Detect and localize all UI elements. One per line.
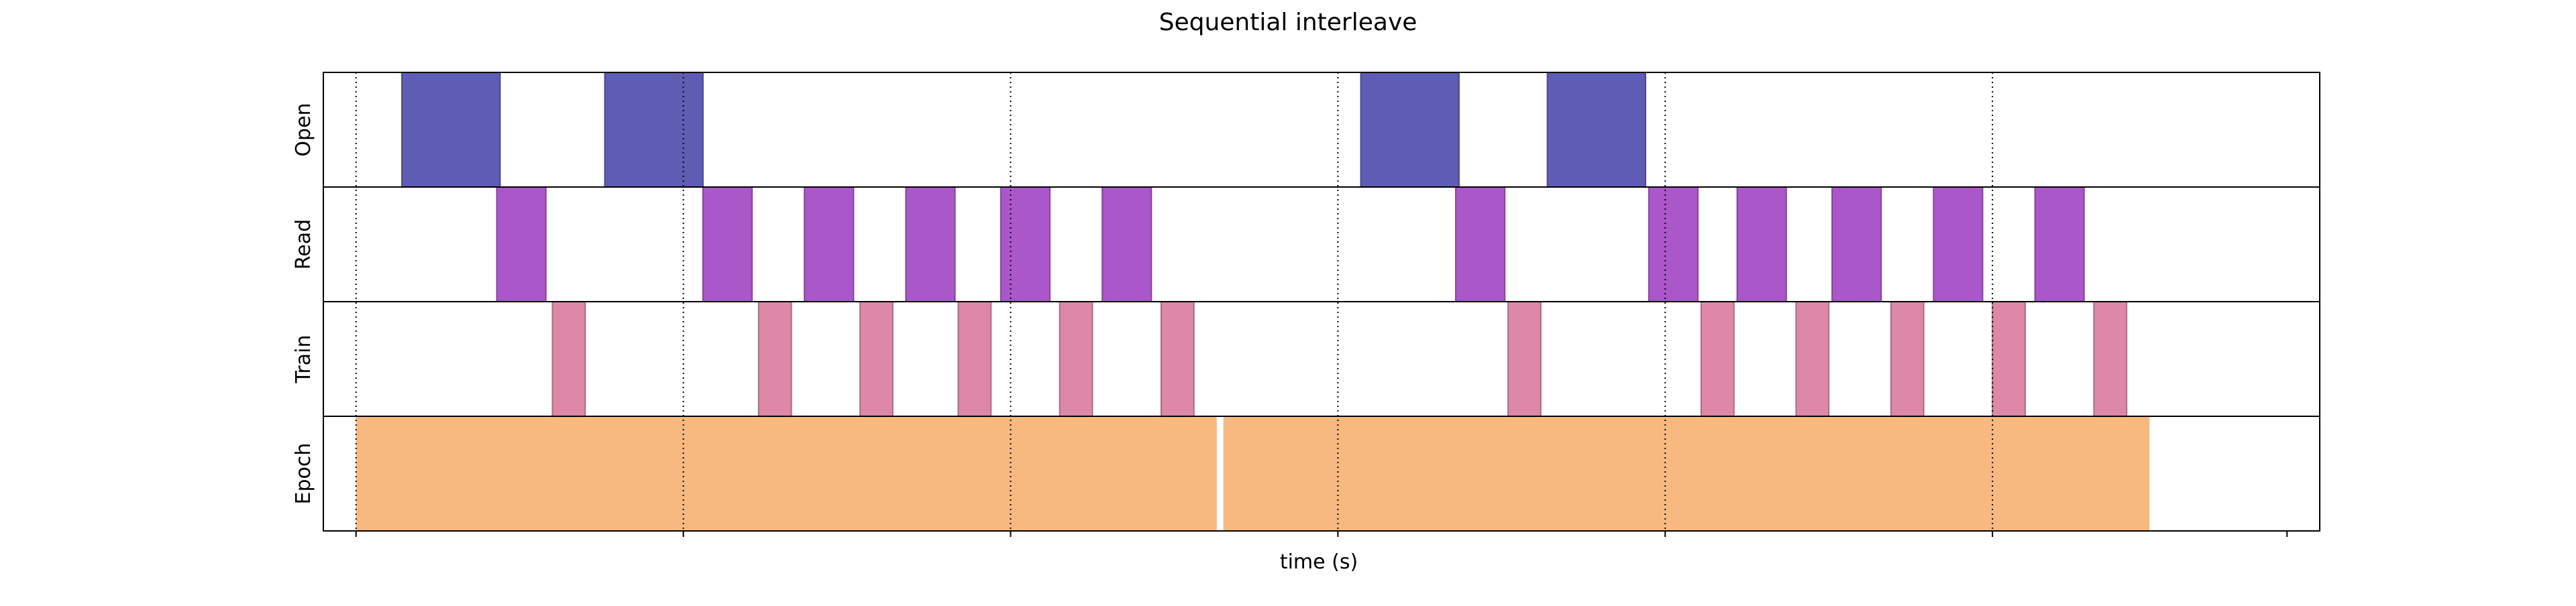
train-bar-9 [1890, 301, 1925, 417]
read-bar-6 [1455, 186, 1506, 302]
train-bar-11 [2093, 301, 2128, 417]
read-bar-5 [1102, 186, 1152, 302]
read-bar-0 [496, 186, 547, 302]
plot-area: Open Read Train Epoch [292, 72, 2320, 537]
read-bar-10 [1933, 186, 1984, 302]
read-bar-1 [702, 186, 753, 302]
row-label-train: Train [292, 335, 315, 384]
train-bar-3 [957, 301, 992, 417]
read-bar-7 [1648, 186, 1699, 302]
row-label-open: Open [292, 103, 315, 156]
train-bar-4 [1059, 301, 1093, 417]
train-bar-5 [1160, 301, 1195, 417]
epoch-bar-0 [356, 416, 1217, 531]
read-bar-9 [1831, 186, 1882, 302]
plot-frame [323, 72, 2320, 532]
read-bar-8 [1736, 186, 1787, 302]
row-label-read: Read [292, 219, 315, 269]
epoch-bar-1 [1223, 416, 2150, 531]
read-bar-4 [1000, 186, 1051, 302]
read-bar-3 [905, 186, 956, 302]
train-bar-6 [1507, 301, 1542, 417]
train-bar-7 [1700, 301, 1735, 417]
train-bar-8 [1795, 301, 1830, 417]
row-label-epoch: Epoch [292, 443, 315, 505]
open-bar-1 [604, 72, 704, 188]
train-bar-2 [859, 301, 894, 417]
open-bar-2 [1360, 72, 1460, 188]
open-bar-0 [401, 72, 501, 188]
open-bar-3 [1546, 72, 1646, 188]
chart-title: Sequential interleave [1159, 9, 1417, 36]
train-bar-0 [551, 301, 586, 417]
read-bar-2 [804, 186, 855, 302]
read-bar-11 [2034, 186, 2085, 302]
x-axis-label: time (s) [1280, 550, 1358, 574]
train-bar-10 [1992, 301, 2026, 417]
train-bar-1 [757, 301, 792, 417]
